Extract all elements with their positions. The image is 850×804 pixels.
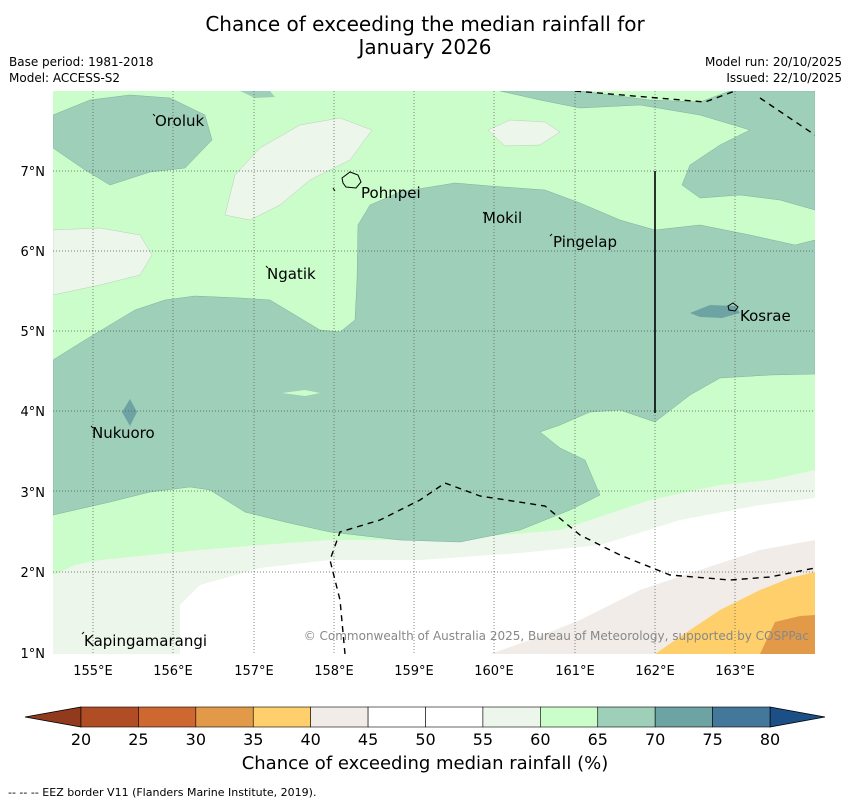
place-label-nukuoro: Nukuoro: [92, 424, 155, 442]
meta-left: Base period: 1981-2018 Model: ACCESS-S2: [9, 54, 154, 86]
lat-tick-label: 2°N: [21, 566, 46, 581]
graticule: [53, 91, 815, 654]
colorbar-tick-label: 25: [128, 730, 148, 749]
kosrae-outline: [727, 302, 739, 312]
map-contours: [53, 91, 815, 654]
meta-right: Model run: 20/10/2025 Issued: 22/10/2025: [705, 54, 842, 86]
region-65-70-central: [53, 182, 815, 543]
colorbar-segment: [482, 706, 541, 728]
colorbar-over-arrow: [769, 706, 826, 728]
region-30-35: [760, 615, 815, 654]
colorbar-tick-label: 60: [530, 730, 550, 749]
region-55-60-pohnpei: [224, 117, 373, 221]
place-label-kosrae: Kosrae: [740, 307, 791, 325]
colorbar-segment: [310, 706, 369, 728]
region-65-70-oroluk: [53, 94, 213, 186]
colorbar-segment: [367, 706, 426, 728]
colorbar-tick-label: 65: [588, 730, 608, 749]
colorbar-under-arrow: [24, 706, 82, 728]
colorbar-segment: [80, 706, 139, 728]
colorbar-tick-label: 45: [358, 730, 378, 749]
lon-tick-label: 158°E: [314, 664, 354, 679]
colorbar-segment: [195, 706, 254, 728]
place-label-ngatik: Ngatik: [267, 265, 316, 283]
place-label-pohnpei: Pohnpei: [361, 184, 421, 202]
region-70-75-nukuoro: [122, 399, 137, 426]
eez-border: [329, 91, 815, 654]
lat-tick-label: 6°N: [21, 245, 46, 260]
lon-tick-label: 163°E: [715, 664, 755, 679]
lon-tick-label: 161°E: [555, 664, 595, 679]
lon-tick-label: 155°E: [73, 664, 113, 679]
region-65-70-top: [240, 91, 275, 98]
lon-tick-label: 157°E: [234, 664, 274, 679]
map-figure: Oroluk Pohnpei Mokil Pingelap Ngatik Kos…: [21, 91, 826, 749]
colorbar-segment: [712, 706, 771, 728]
place-labels: Oroluk Pohnpei Mokil Pingelap Ngatik Kos…: [84, 112, 791, 650]
eez-footnote: -- -- -- EEZ border V11 (Flanders Marine…: [8, 786, 317, 799]
model-name: Model: ACCESS-S2: [9, 71, 121, 85]
place-label-pingelap: Pingelap: [553, 233, 617, 251]
place-label-kapingamarangi: Kapingamarangi: [84, 632, 207, 650]
title-line-2: January 2026: [358, 35, 492, 59]
colorbar-label: Chance of exceeding median rainfall (%): [241, 753, 609, 774]
colorbar-segment: [138, 706, 197, 728]
place-label-oroluk: Oroluk: [155, 112, 204, 130]
colorbar-tick-label: 55: [473, 730, 493, 749]
region-60-65-island: [282, 390, 320, 396]
pohnpei-outline: [341, 171, 362, 189]
copyright-text: © Commonwealth of Australia 2025, Bureau…: [304, 629, 809, 643]
region-55-60-north: [487, 119, 561, 147]
lon-axis: 155°E 156°E 157°E 158°E 159°E 160°E 161°…: [73, 664, 755, 679]
lon-tick-label: 159°E: [394, 664, 434, 679]
region-70-75-kosrae: [690, 305, 740, 318]
colorbar-segment: [252, 706, 311, 728]
lon-tick-label: 160°E: [474, 664, 514, 679]
base-period: Base period: 1981-2018: [9, 55, 154, 69]
colorbar-tick-label: 70: [645, 730, 665, 749]
colorbar-tick-label: 40: [300, 730, 320, 749]
issued-date: Issued: 22/10/2025: [726, 71, 842, 85]
lat-tick-label: 7°N: [21, 165, 46, 180]
colorbar-tick-label: 75: [702, 730, 722, 749]
colorbar-tick-label: 50: [415, 730, 435, 749]
lon-tick-label: 162°E: [635, 664, 675, 679]
lat-tick-label: 5°N: [21, 325, 46, 340]
colorbar-tick-label: 30: [186, 730, 206, 749]
colorbar-tick-label: 35: [243, 730, 263, 749]
colorbar-segments: [80, 706, 771, 728]
lat-tick-label: 3°N: [21, 486, 46, 501]
colorbar-tick-label: 20: [71, 730, 91, 749]
colorbar-tick-label: 80: [760, 730, 780, 749]
colorbar-segment: [654, 706, 713, 728]
colorbar-segment: [540, 706, 599, 728]
colorbar-segment: [597, 706, 656, 728]
atoll-marks: [81, 113, 553, 635]
lat-axis: 7°N 6°N 5°N 4°N 3°N 2°N 1°N: [21, 165, 46, 662]
place-label-mokil: Mokil: [483, 209, 522, 227]
colorbar-ticks: 20 25 30 35 40 45 50 55 60 65 70 75 80: [71, 730, 780, 749]
colorbar: 20 25 30 35 40 45 50 55 60 65 70 75 80: [24, 706, 826, 749]
lat-tick-label: 4°N: [21, 405, 46, 420]
pohnpei-islet: [332, 187, 336, 192]
model-run: Model run: 20/10/2025: [704, 55, 842, 69]
title-line-1: Chance of exceeding the median rainfall …: [205, 12, 645, 36]
region-55-60-west: [53, 227, 153, 296]
chart-title: Chance of exceeding the median rainfall …: [0, 13, 850, 59]
lat-tick-label: 1°N: [21, 647, 46, 662]
colorbar-segment: [425, 706, 484, 728]
lon-tick-label: 156°E: [153, 664, 193, 679]
